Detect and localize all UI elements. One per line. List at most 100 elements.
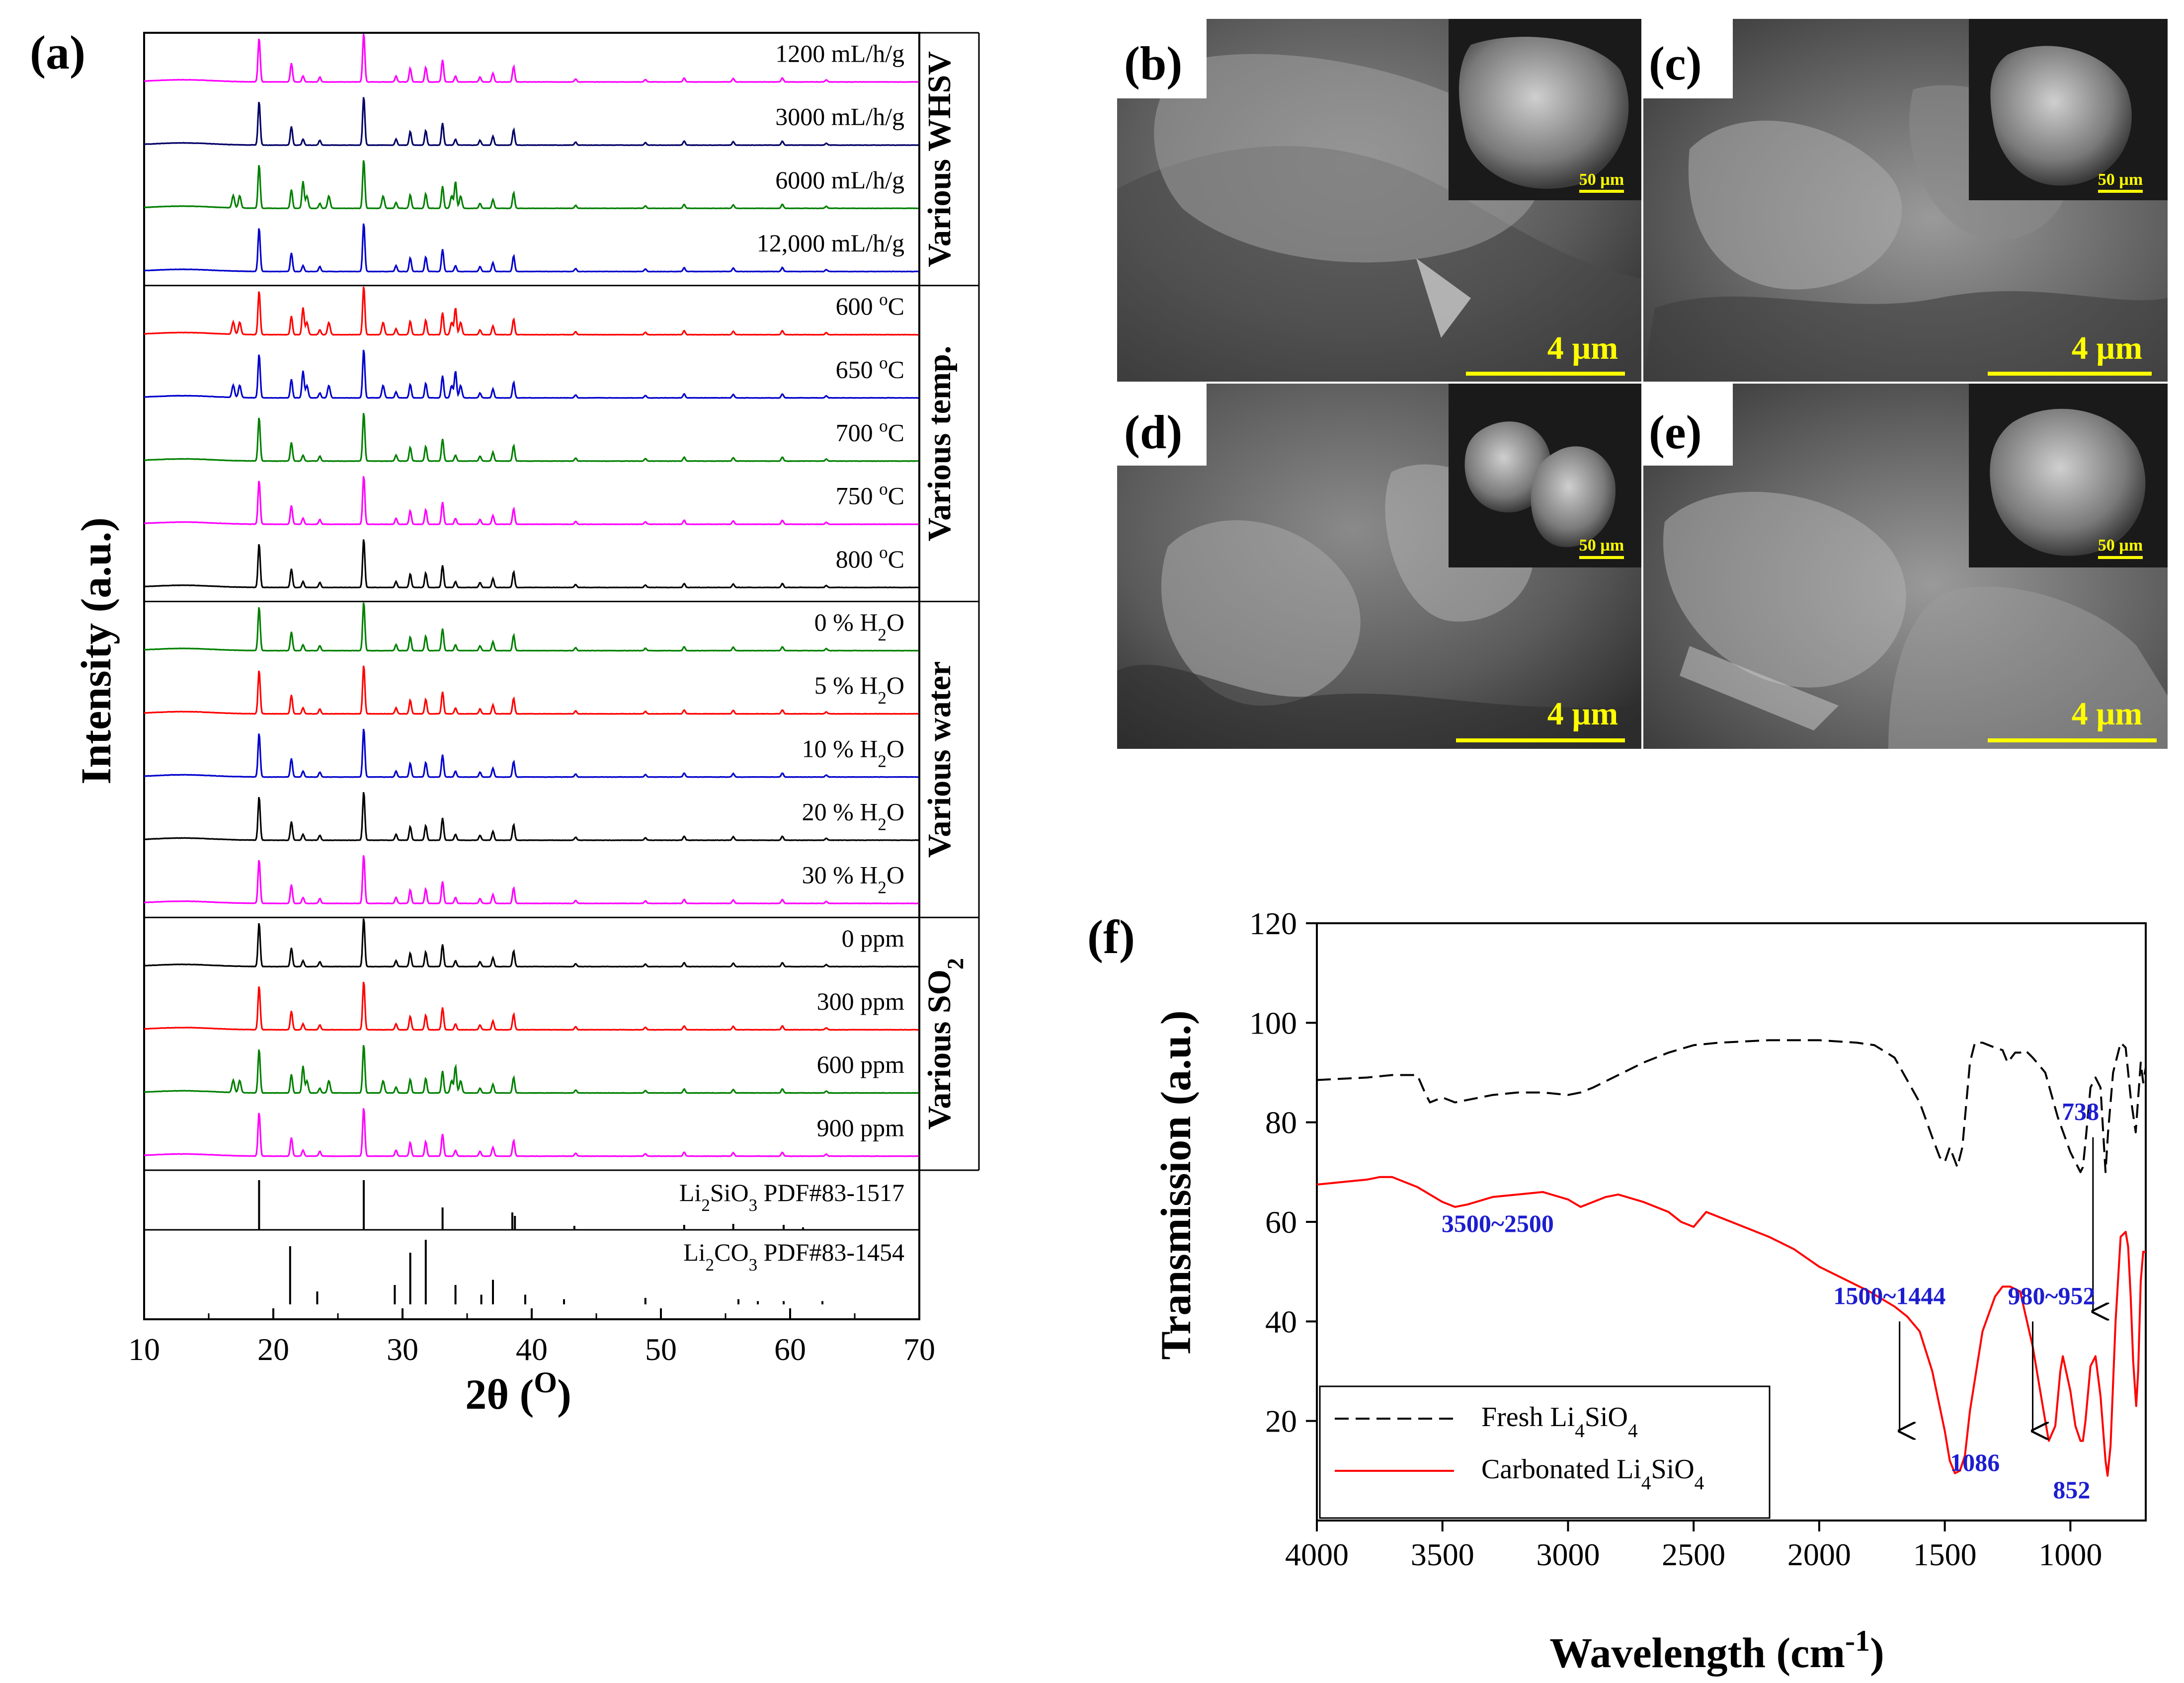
xrd-trace [144,223,919,273]
xrd-trace [144,413,919,462]
xrd-x-tick-label: 70 [903,1332,935,1367]
xrd-trace [144,97,919,147]
xrd-trace-label: 900 ppm [817,1114,905,1141]
sem-image-b: (b) 50 µm 4 µm [1117,19,1641,382]
xrd-trace-label: 20 % H2O [802,798,904,834]
xrd-reference-patterns: Li2SiO3 PDF#83-1517 Li2CO3 PDF#83-1454 [258,1179,904,1304]
xrd-trace-label: 600 ppm [817,1050,905,1078]
xrd-trace-label: 1200 mL/h/g [775,39,904,67]
xrd-panel: (a) 1200 mL/h/g 3000 mL/h/g 6000 mL/h/g 12,… [30,26,980,1419]
ftir-x-tick-label: 4000 [1285,1537,1349,1572]
panel-label-b: (b) [1124,37,1182,90]
xrd-trace [144,476,919,526]
xrd-group-label: Various WHSV [921,51,958,267]
ftir-legend-box [1319,1385,1771,1519]
ftir-annotation: 3500~2500 [1442,1209,1554,1237]
xrd-group-labels: Various WHSV Various temp. Various water Va… [921,51,968,1129]
inset-scale-e: 50 µm [2098,536,2143,555]
scale-bar-c: 4 µm [2072,330,2143,366]
ftir-y-tick-label: 60 [1265,1204,1297,1240]
xrd-trace [144,34,919,83]
xrd-y-axis-title: Intensity (a.u.) [72,517,120,785]
ftir-annotation: 852 [2053,1476,2090,1504]
xrd-x-tick-label: 40 [516,1332,548,1367]
xrd-trace [144,918,919,968]
xrd-ref-label: Li2SiO3 PDF#83-1517 [679,1179,904,1215]
xrd-group-label: Various SO2 [921,958,968,1129]
xrd-trace-label: 0 % H2O [814,608,904,644]
ftir-legend: Fresh Li4SiO4 Carbonated Li4SiO4 [1319,1385,1771,1519]
ftir-annotation: 1500~1444 [1833,1282,1945,1309]
xrd-trace [144,349,919,399]
panel-label-a: (a) [30,26,85,79]
ftir-x-tick-label: 2500 [1662,1537,1725,1572]
panel-label-d: (d) [1124,405,1182,459]
ftir-x-tick-label: 3500 [1411,1537,1474,1572]
ftir-y-tick-label: 100 [1249,1005,1297,1041]
ftir-annotation: 980~952 [2008,1282,2095,1309]
ftir-y-tick-label: 120 [1249,906,1297,941]
scale-bar-e: 4 µm [2072,696,2143,732]
ftir-x-axis-title: Wavelength (cm-1) [1549,1624,1884,1677]
inset-scale-c: 50 µm [2098,170,2143,189]
ftir-y-axis-title: Transmission (a.u.) [1152,1010,1200,1360]
xrd-trace [144,286,919,336]
xrd-x-tick-label: 20 [257,1332,289,1367]
xrd-trace [144,665,919,715]
xrd-trace-labels: 1200 mL/h/g 3000 mL/h/g 6000 mL/h/g 12,000 … [757,39,904,1141]
xrd-trace [144,981,919,1031]
ftir-annotations: 3500~2500 1500~1444 1086 980~952 738 852 [1442,1098,2099,1504]
inset-scale-d: 50 µm [1579,536,1624,555]
xrd-x-axis: 10 20 30 40 50 60 70 [128,1308,935,1367]
xrd-trace [144,855,919,905]
xrd-trace [144,1045,919,1094]
ftir-annotation: 738 [2062,1098,2099,1125]
xrd-trace-label: 300 ppm [817,987,905,1015]
xrd-trace [144,160,919,210]
xrd-trace [144,728,919,778]
xrd-trace-label: 10 % H2O [802,734,904,771]
xrd-x-tick-label: 50 [645,1332,677,1367]
xrd-trace-label: 12,000 mL/h/g [757,229,904,257]
sem-image-c: (c) 50 µm 4 µm [1643,19,2168,382]
ftir-plot-frame: 20 40 60 80 100 120 4000 3500 3000 2500 2000 1500 10… [1249,906,2147,1572]
xrd-trace-label: 700 oC [836,416,904,447]
xrd-trace-label: 5 % H2O [814,671,904,708]
ftir-series-line [1316,1176,2146,1477]
xrd-group-label: Various water [921,661,958,858]
xrd-trace-label: 6000 mL/h/g [775,166,904,194]
xrd-trace [144,602,919,652]
ftir-annotation: 1086 [1950,1448,2000,1476]
xrd-trace-label: 600 oC [836,290,904,321]
ftir-y-tick-label: 80 [1265,1105,1297,1140]
xrd-trace-label: 800 oC [836,542,904,573]
xrd-trace-label: 30 % H2O [802,861,904,897]
sem-image-d: (d) 50 µm 4 µm [1117,384,1641,749]
xrd-x-tick-label: 10 [128,1332,160,1367]
xrd-trace [144,1108,919,1157]
xrd-trace-label: 0 ppm [842,924,905,952]
inset-scale-b: 50 µm [1579,170,1624,189]
xrd-x-tick-label: 60 [774,1332,806,1367]
xrd-trace [144,539,919,589]
panel-label-e: (e) [1649,405,1702,459]
ftir-legend-label: Fresh Li4SiO4 [1481,1402,1638,1442]
panel-label-f: (f) [1087,910,1135,963]
xrd-trace [144,792,919,841]
xrd-group-label: Various temp. [921,346,958,542]
ftir-x-tick-label: 1000 [2038,1537,2102,1572]
xrd-trace-label: 3000 mL/h/g [775,103,904,131]
ftir-legend-label: Carbonated Li4SiO4 [1481,1454,1704,1494]
xrd-ref-label: Li2CO3 PDF#83-1454 [683,1238,904,1275]
sem-image-e: (e) 50 µm 4 µm [1643,384,2168,749]
ftir-series [1316,1039,2147,1477]
scale-bar-b: 4 µm [1547,330,1618,366]
ftir-panel: (f) 20 40 60 80 100 120 4000 3500 3000 2500 2000 15… [1087,906,2147,1677]
panel-label-c: (c) [1649,37,1702,90]
ftir-x-tick-label: 2000 [1787,1537,1851,1572]
xrd-x-axis-title: 2θ (O) [465,1366,571,1419]
scale-bar-d: 4 µm [1547,696,1618,732]
ftir-series-line [1316,1039,2147,1173]
ftir-x-tick-label: 3000 [1536,1537,1600,1572]
